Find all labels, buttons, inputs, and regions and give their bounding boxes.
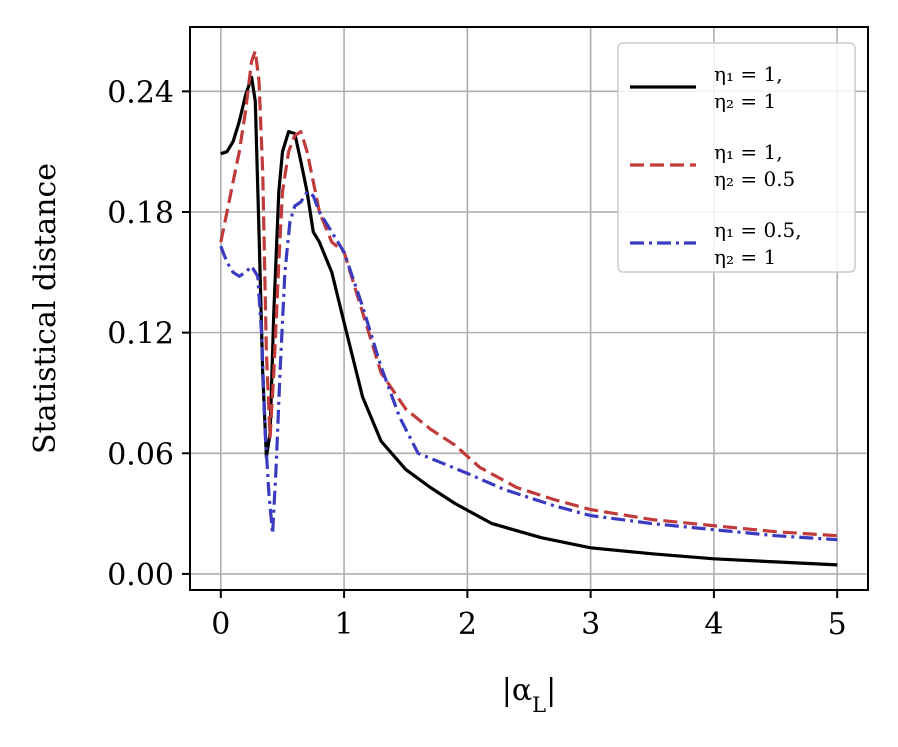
x-tick-label: 4 <box>704 607 723 642</box>
x-tick-label: 0 <box>211 607 230 642</box>
plot-frame <box>189 26 869 591</box>
x-tick-label: 1 <box>335 607 354 642</box>
y-tick-label: 0.18 <box>107 196 174 231</box>
legend-label-line2: η₂ = 1 <box>714 89 776 113</box>
legend-label-line1: η₁ = 1, <box>714 62 783 86</box>
y-axis-ticks: 0.00 0.06 0.12 0.18 0.24 <box>107 75 190 593</box>
legend-label-line1: η₁ = 0.5, <box>714 218 802 242</box>
y-axis-label: Statistical distance <box>28 163 63 454</box>
legend-label-line2: η₂ = 0.5 <box>714 167 795 191</box>
y-tick-label: 0.00 <box>107 558 174 593</box>
series-line-3 <box>219 190 838 542</box>
x-axis-label: |αL| <box>502 673 556 717</box>
x-tick-label: 3 <box>581 607 600 642</box>
y-tick-label: 0.12 <box>107 317 174 352</box>
x-tick-label: 5 <box>828 607 847 642</box>
x-axis-ticks: 0 1 2 3 4 5 <box>211 590 847 642</box>
legend: η₁ = 1, η₂ = 1 η₁ = 1, η₂ = 0.5 η₁ = 0.5, η₂ … <box>617 42 856 273</box>
y-tick-label: 0.24 <box>107 75 174 110</box>
legend-label-line2: η₂ = 1 <box>714 245 776 269</box>
x-tick-label: 2 <box>458 607 477 642</box>
legend-box <box>617 42 856 273</box>
series-line-1 <box>220 75 838 567</box>
series-line-2 <box>219 49 838 538</box>
y-tick-label: 0.06 <box>107 437 174 472</box>
series-lines <box>219 49 838 567</box>
legend-label-line1: η₁ = 1, <box>714 140 783 164</box>
